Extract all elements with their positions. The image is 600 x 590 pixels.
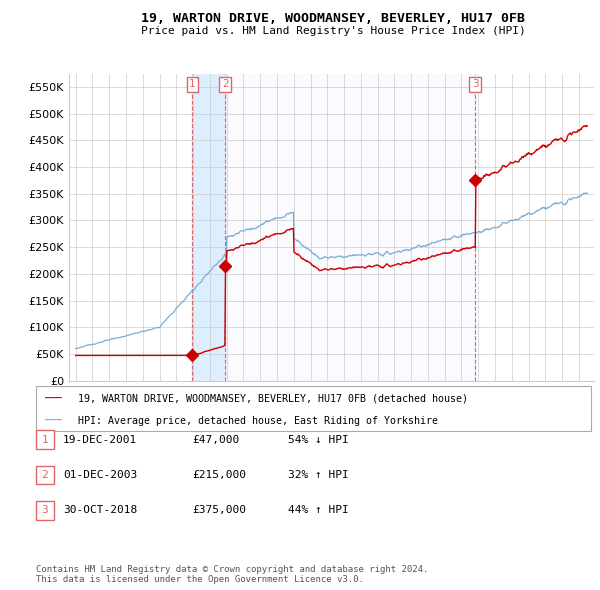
Text: 19, WARTON DRIVE, WOODMANSEY, BEVERLEY, HU17 0FB (detached house): 19, WARTON DRIVE, WOODMANSEY, BEVERLEY, … bbox=[78, 394, 468, 404]
Text: HPI: Average price, detached house, East Riding of Yorkshire: HPI: Average price, detached house, East… bbox=[78, 416, 438, 426]
Text: Price paid vs. HM Land Registry's House Price Index (HPI): Price paid vs. HM Land Registry's House … bbox=[140, 26, 526, 36]
Text: 19, WARTON DRIVE, WOODMANSEY, BEVERLEY, HU17 0FB: 19, WARTON DRIVE, WOODMANSEY, BEVERLEY, … bbox=[141, 12, 525, 25]
Text: £47,000: £47,000 bbox=[192, 435, 239, 444]
Text: ——: —— bbox=[45, 392, 62, 406]
Text: 1: 1 bbox=[41, 435, 49, 444]
Bar bbox=[226, 74, 475, 381]
Text: 19-DEC-2001: 19-DEC-2001 bbox=[63, 435, 137, 444]
Text: £215,000: £215,000 bbox=[192, 470, 246, 480]
Text: 2: 2 bbox=[222, 80, 229, 90]
Text: 3: 3 bbox=[472, 80, 479, 90]
Text: ——: —— bbox=[45, 414, 62, 428]
Bar bbox=[193, 74, 226, 381]
Text: Contains HM Land Registry data © Crown copyright and database right 2024.
This d: Contains HM Land Registry data © Crown c… bbox=[36, 565, 428, 584]
Text: 44% ↑ HPI: 44% ↑ HPI bbox=[288, 506, 349, 515]
Text: 3: 3 bbox=[41, 506, 49, 515]
Text: 1: 1 bbox=[189, 80, 196, 90]
Text: 2: 2 bbox=[41, 470, 49, 480]
Text: 54% ↓ HPI: 54% ↓ HPI bbox=[288, 435, 349, 444]
Text: 32% ↑ HPI: 32% ↑ HPI bbox=[288, 470, 349, 480]
Text: £375,000: £375,000 bbox=[192, 506, 246, 515]
Text: 30-OCT-2018: 30-OCT-2018 bbox=[63, 506, 137, 515]
Text: 01-DEC-2003: 01-DEC-2003 bbox=[63, 470, 137, 480]
